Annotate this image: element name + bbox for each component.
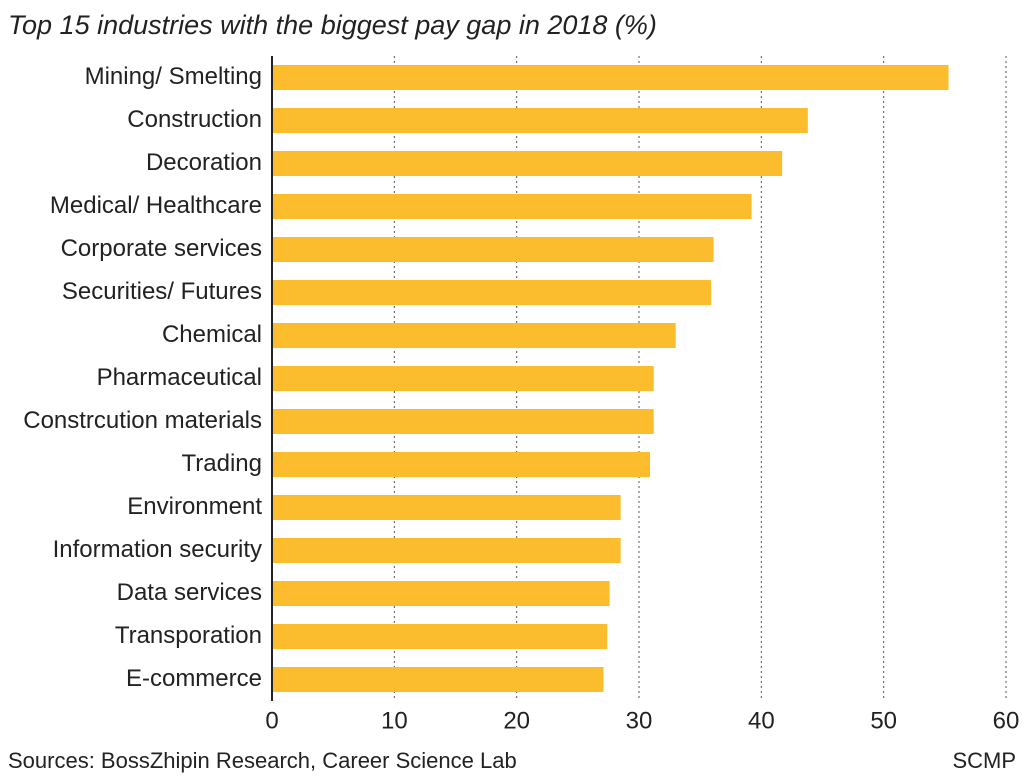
bar [272, 581, 610, 606]
y-tick-label: Pharmaceutical [97, 364, 262, 391]
bar [272, 280, 712, 305]
y-tick-label: Construction [127, 106, 262, 133]
y-tick-label: E-commerce [126, 665, 262, 692]
bar [272, 495, 621, 520]
x-tick-label: 60 [993, 707, 1020, 734]
x-tick-label: 50 [870, 707, 897, 734]
y-tick-label: Medical/ Healthcare [50, 192, 262, 219]
y-tick-label: Constrcution materials [23, 407, 262, 434]
bar [272, 151, 783, 176]
bar [272, 194, 752, 219]
x-tick-label: 0 [265, 707, 278, 734]
y-tick-label: Transporation [115, 622, 262, 649]
y-tick-label: Mining/ Smelting [85, 63, 262, 90]
y-tick-label: Trading [182, 450, 262, 477]
credit: SCMP [952, 748, 1016, 773]
x-tick-label: 30 [626, 707, 653, 734]
bar [272, 452, 651, 477]
bar [272, 538, 621, 563]
y-tick-label: Decoration [146, 149, 262, 176]
bar [272, 108, 808, 133]
y-tick-label: Data services [117, 579, 262, 606]
y-tick-label: Information security [53, 536, 262, 563]
bar [272, 409, 654, 434]
chart-title: Top 15 industries with the biggest pay g… [8, 10, 657, 40]
x-tick-label: 10 [381, 707, 408, 734]
bar [272, 237, 714, 262]
y-tick-label: Securities/ Futures [62, 278, 262, 305]
bar [272, 323, 676, 348]
bar [272, 667, 604, 692]
source: Sources: BossZhipin Research, Career Sci… [8, 748, 517, 773]
x-tick-label: 40 [748, 707, 775, 734]
y-tick-label: Chemical [162, 321, 262, 348]
x-tick-label: 20 [503, 707, 530, 734]
bar [272, 65, 949, 90]
bar [272, 366, 654, 391]
y-tick-label: Corporate services [61, 235, 262, 262]
bar [272, 624, 608, 649]
y-tick-label: Environment [127, 493, 262, 520]
